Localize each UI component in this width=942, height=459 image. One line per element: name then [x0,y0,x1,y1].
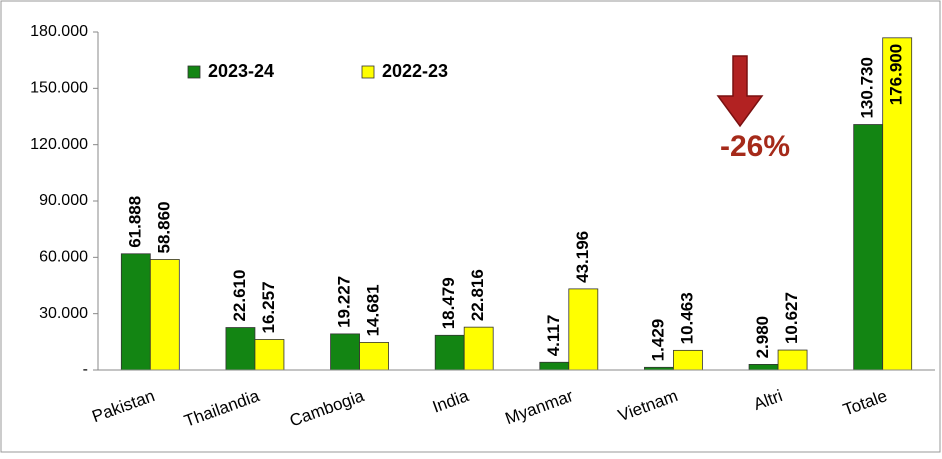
bar [748,364,779,371]
y-tick-label: 120.000 [30,136,88,153]
value-label: 19.227 [335,276,354,328]
bar [149,259,180,371]
value-label: 2.980 [753,316,772,359]
bar [225,327,256,371]
bar [882,37,913,371]
bar [434,334,465,371]
bar [120,253,151,371]
bar [330,333,360,371]
bar [777,349,808,371]
value-label: 18.479 [439,277,458,329]
value-label: 10.463 [677,292,696,344]
bar [254,339,285,371]
arrow-icon [716,55,764,128]
value-label: 16.257 [259,281,278,333]
value-label: 14.681 [364,284,383,336]
value-label: 176.900 [887,44,906,105]
y-tick-label: 60.000 [39,249,88,266]
bar [853,124,884,371]
legend-swatch [361,65,375,79]
value-label: 58.860 [154,201,173,253]
y-tick-label: - [83,361,88,378]
bar [673,349,703,371]
y-tick-label: 150.000 [30,80,88,97]
legend-label: 2023-24 [208,61,274,81]
value-label: 22.610 [230,270,249,322]
value-label: 10.627 [782,292,801,344]
value-label: 4.117 [544,315,563,357]
y-tick-label: 30.000 [39,305,88,322]
bar [463,326,494,371]
bar [539,361,570,371]
y-tick-label: 180.000 [30,23,88,40]
y-tick-label: 90.000 [39,192,88,209]
bar [359,342,389,371]
value-label: 1.429 [648,319,667,362]
legend-swatch [187,65,201,79]
value-label: 61.888 [125,196,144,248]
value-label: 22.816 [468,269,487,321]
annotation: -26% [720,130,790,163]
bar [568,288,599,371]
legend-label: 2022-23 [382,61,448,81]
value-label: 43.196 [573,231,592,283]
value-label: 130.730 [858,57,877,118]
